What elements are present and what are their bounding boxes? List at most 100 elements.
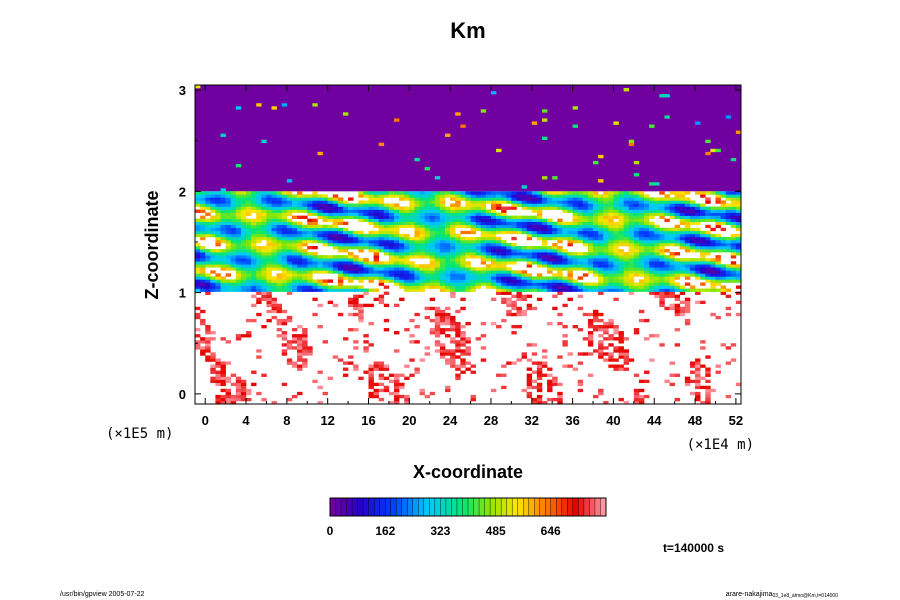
- field-cell: [373, 297, 379, 302]
- field-cell: [628, 139, 635, 144]
- field-cell: [603, 246, 609, 250]
- field-cell: [256, 246, 262, 250]
- field-cell: [215, 282, 221, 286]
- field-cell: [577, 288, 584, 292]
- field-cell: [439, 249, 446, 253]
- field-cell: [470, 194, 476, 198]
- field-cell: [490, 261, 497, 265]
- field-cell: [332, 209, 339, 213]
- colorbar-cell: [351, 497, 358, 517]
- field-cell: [205, 355, 211, 359]
- field-cell: [240, 273, 247, 277]
- field-cell: [730, 246, 737, 250]
- field-cell: [215, 400, 221, 404]
- field-cell: [521, 282, 527, 286]
- field-cell: [414, 191, 420, 195]
- field-cell: [480, 279, 487, 283]
- field-cell: [210, 258, 216, 262]
- field-cell: [598, 200, 604, 204]
- field-cell: [399, 246, 405, 250]
- field-cell: [317, 224, 323, 229]
- field-cell: [246, 209, 252, 213]
- field-cell: [455, 373, 461, 377]
- field-cell: [205, 233, 211, 238]
- field-cell: [470, 270, 476, 274]
- field-cell: [644, 264, 650, 268]
- field-cell: [439, 233, 446, 238]
- field-cell: [593, 255, 599, 259]
- field-cell: [720, 203, 726, 207]
- field-cell: [261, 297, 267, 302]
- field-cell: [700, 212, 706, 216]
- field-cell: [705, 139, 711, 144]
- field-cell: [526, 255, 533, 259]
- field-cell: [613, 194, 619, 198]
- field-cell: [470, 227, 476, 232]
- field-cell: [465, 321, 471, 326]
- field-cell: [455, 276, 461, 280]
- field-cell: [404, 255, 410, 259]
- field-cell: [230, 215, 237, 219]
- field-cell: [730, 218, 737, 223]
- field-cell: [276, 252, 283, 256]
- field-cell: [608, 258, 614, 262]
- field-cell: [684, 258, 691, 262]
- field-cell: [659, 236, 665, 241]
- field-cell: [730, 157, 737, 162]
- field-cell: [521, 194, 527, 198]
- field-cell: [195, 267, 201, 271]
- field-cell: [429, 242, 436, 247]
- field-cell: [521, 352, 527, 356]
- field-cell: [679, 270, 686, 274]
- field-cell: [388, 233, 395, 238]
- field-cell: [664, 306, 670, 311]
- field-cell: [735, 312, 741, 317]
- field-cell: [230, 236, 237, 241]
- field-cell: [363, 349, 369, 353]
- field-cell: [582, 282, 589, 286]
- field-cell: [373, 364, 379, 368]
- field-cell: [628, 264, 635, 268]
- field-cell: [215, 191, 221, 195]
- field-cell: [567, 285, 573, 289]
- field-cell: [541, 239, 548, 244]
- field-cell: [496, 285, 502, 289]
- field-cell: [215, 227, 221, 232]
- field-cell: [215, 252, 221, 256]
- field-cell: [322, 261, 328, 265]
- field-cell: [465, 230, 471, 235]
- field-cell: [205, 258, 211, 262]
- field-cell: [378, 267, 385, 271]
- field-cell: [291, 249, 298, 253]
- field-cell: [210, 249, 216, 253]
- field-cell: [266, 194, 272, 198]
- field-cell: [710, 276, 716, 280]
- field-cell: [205, 255, 211, 259]
- field-cell: [445, 276, 451, 280]
- field-cell: [465, 236, 471, 241]
- field-cell: [373, 191, 379, 195]
- field-cell: [302, 194, 308, 198]
- field-cell: [679, 291, 686, 295]
- field-cell: [593, 267, 599, 271]
- field-cell: [638, 197, 645, 201]
- field-cell: [322, 288, 328, 292]
- field-cell: [598, 194, 604, 198]
- field-cell: [424, 249, 431, 253]
- field-cell: [526, 264, 533, 268]
- field-cell: [312, 285, 318, 289]
- field-cell: [312, 252, 318, 256]
- field-cell: [240, 394, 247, 399]
- field-cell: [429, 276, 436, 280]
- field-cell: [281, 279, 288, 283]
- field-cell: [674, 297, 681, 302]
- field-cell: [593, 236, 599, 241]
- field-cell: [348, 236, 354, 241]
- field-cell: [235, 218, 242, 223]
- field-cell: [516, 291, 522, 295]
- field-cell: [353, 340, 359, 344]
- field-cell: [414, 209, 420, 213]
- field-cell: [644, 227, 650, 232]
- field-cell: [679, 300, 686, 305]
- field-cell: [450, 294, 456, 298]
